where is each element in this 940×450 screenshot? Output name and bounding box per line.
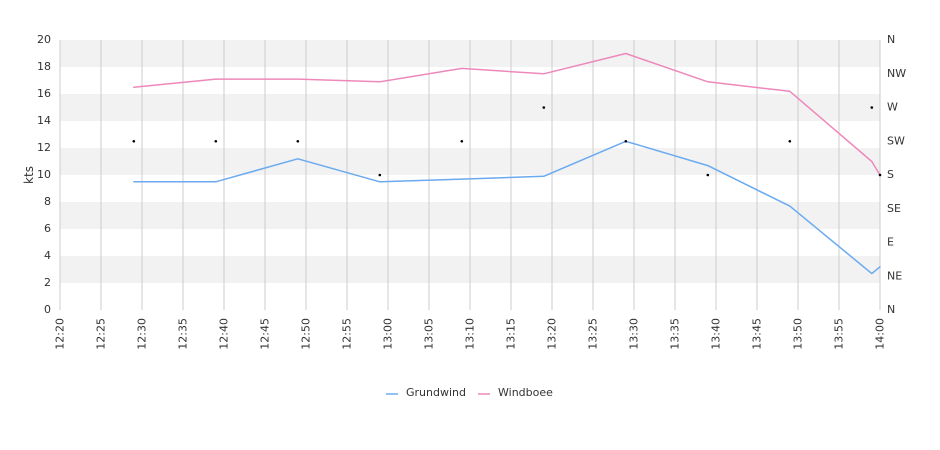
direction-point [132,139,136,143]
direction-axis: N NW W SW S SE E NE N [887,33,906,316]
x-tick-label: 12:55 [341,318,354,350]
x-tick-label: 13:05 [423,318,436,350]
legend-label: Grundwind [406,386,466,399]
series-line-windboee [133,52,881,176]
x-tick-label: 13:15 [505,318,518,350]
x-tick-label: 13:00 [382,318,395,350]
direction-tick-label: E [887,236,894,249]
legend-label: Windboee [498,386,553,399]
direction-point [378,173,382,177]
direction-point [870,106,874,109]
x-tick-label: 12:25 [95,318,108,350]
direction-tick-label: NE [887,269,902,282]
x-axis: 12:20 12:25 12:30 12:35 12:40 12:45 12:50 12:55… [54,318,887,350]
direction-point [788,139,792,143]
x-tick-label: 12:45 [259,318,272,350]
direction-point [460,139,464,143]
legend-item-grundwind[interactable]: Grundwind [386,386,466,399]
legend[interactable]: Grundwind Windboee [386,386,553,399]
x-tick-label: 12:50 [300,318,313,350]
y-tick-label: 2 [44,276,51,289]
y-axis: 0 2 4 6 8 10 12 14 16 18 20 [37,33,51,316]
x-tick-label: 14:00 [874,318,887,350]
legend-item-windboee[interactable]: Windboee [478,386,553,399]
x-tick-label: 13:30 [628,318,641,350]
series-lines [133,52,881,275]
x-tick-label: 12:40 [218,318,231,350]
direction-point [706,173,710,177]
series-line-grundwind [133,140,881,275]
direction-tick-label: N [887,303,895,316]
x-tick-label: 13:20 [546,318,559,350]
y-axis-label: kts [22,166,36,184]
x-tick-label: 13:45 [751,318,764,350]
x-tick-label: 13:55 [833,318,846,350]
direction-tick-label: S [887,168,894,181]
y-tick-label: 10 [37,168,51,181]
y-tick-label: 12 [37,141,51,154]
y-tick-label: 4 [44,249,51,262]
vertical-gridlines [59,40,881,310]
direction-tick-label: SE [887,202,901,215]
direction-point [624,139,628,143]
y-tick-label: 0 [44,303,51,316]
direction-tick-label: W [887,101,898,114]
x-tick-label: 12:20 [54,318,67,350]
direction-tick-label: N [887,33,895,46]
direction-tick-label: SW [887,134,905,147]
x-tick-label: 13:40 [710,318,723,350]
y-tick-label: 18 [37,60,51,73]
x-tick-label: 12:30 [136,318,149,350]
x-tick-label: 13:25 [587,318,600,350]
y-tick-label: 16 [37,87,51,100]
direction-point [542,106,546,109]
x-tick-label: 12:35 [177,318,190,350]
y-tick-label: 6 [44,222,51,235]
x-tick-label: 13:50 [792,318,805,350]
direction-point [296,139,300,143]
x-tick-label: 13:10 [464,318,477,350]
y-tick-label: 8 [44,195,51,208]
direction-point [878,173,882,177]
y-tick-label: 20 [37,33,51,46]
y-tick-label: 14 [37,114,51,127]
direction-point [214,139,218,143]
direction-tick-label: NW [887,67,906,80]
direction-points [132,106,882,177]
x-tick-label: 13:35 [669,318,682,350]
